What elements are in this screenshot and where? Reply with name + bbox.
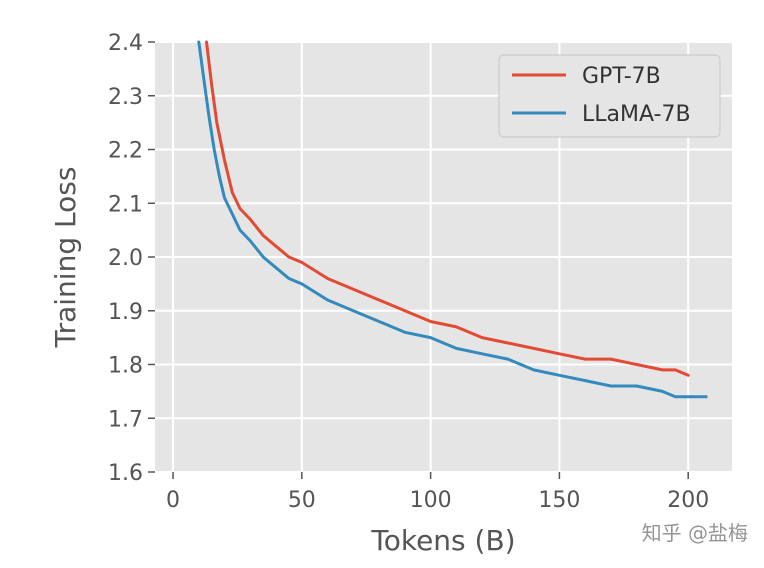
axis-layer: 1.6 1.7 1.8 1.9 2.0 2.1 2.2 2.3 2.4 0 50 100 150 200 xyxy=(108,31,709,513)
series-line-gpt-7b xyxy=(205,40,690,377)
y-tick-label: 2.4 xyxy=(108,31,143,56)
y-tick-label: 2.3 xyxy=(108,85,143,110)
x-tick-label: 50 xyxy=(288,488,316,513)
y-tick-label: 2.1 xyxy=(108,192,143,217)
series-layer xyxy=(197,40,708,399)
y-tick-label: 1.6 xyxy=(108,461,143,486)
y-tick-label: 2.2 xyxy=(108,139,143,164)
x-tick-label: 100 xyxy=(410,488,452,513)
series-line-llama-7b xyxy=(197,40,708,399)
y-tick-label: 1.8 xyxy=(108,354,143,379)
y-tick-label: 1.7 xyxy=(108,407,143,432)
watermark: 知乎 @盐梅 xyxy=(642,521,748,545)
y-axis-label: Training Loss xyxy=(49,167,82,349)
y-tick-label: 1.9 xyxy=(108,300,143,325)
legend-label-gpt-7b: GPT-7B xyxy=(582,64,661,89)
y-tick-label: 2.0 xyxy=(108,246,143,271)
x-tick-label: 150 xyxy=(538,488,580,513)
legend: GPT-7B LLaMA-7B xyxy=(498,54,721,138)
grid-layer xyxy=(155,41,732,473)
legend-label-llama-7b: LLaMA-7B xyxy=(582,102,691,127)
x-axis-label: Tokens (B) xyxy=(370,524,515,557)
x-tick-label: 0 xyxy=(166,488,180,513)
x-tick-label: 200 xyxy=(667,488,709,513)
